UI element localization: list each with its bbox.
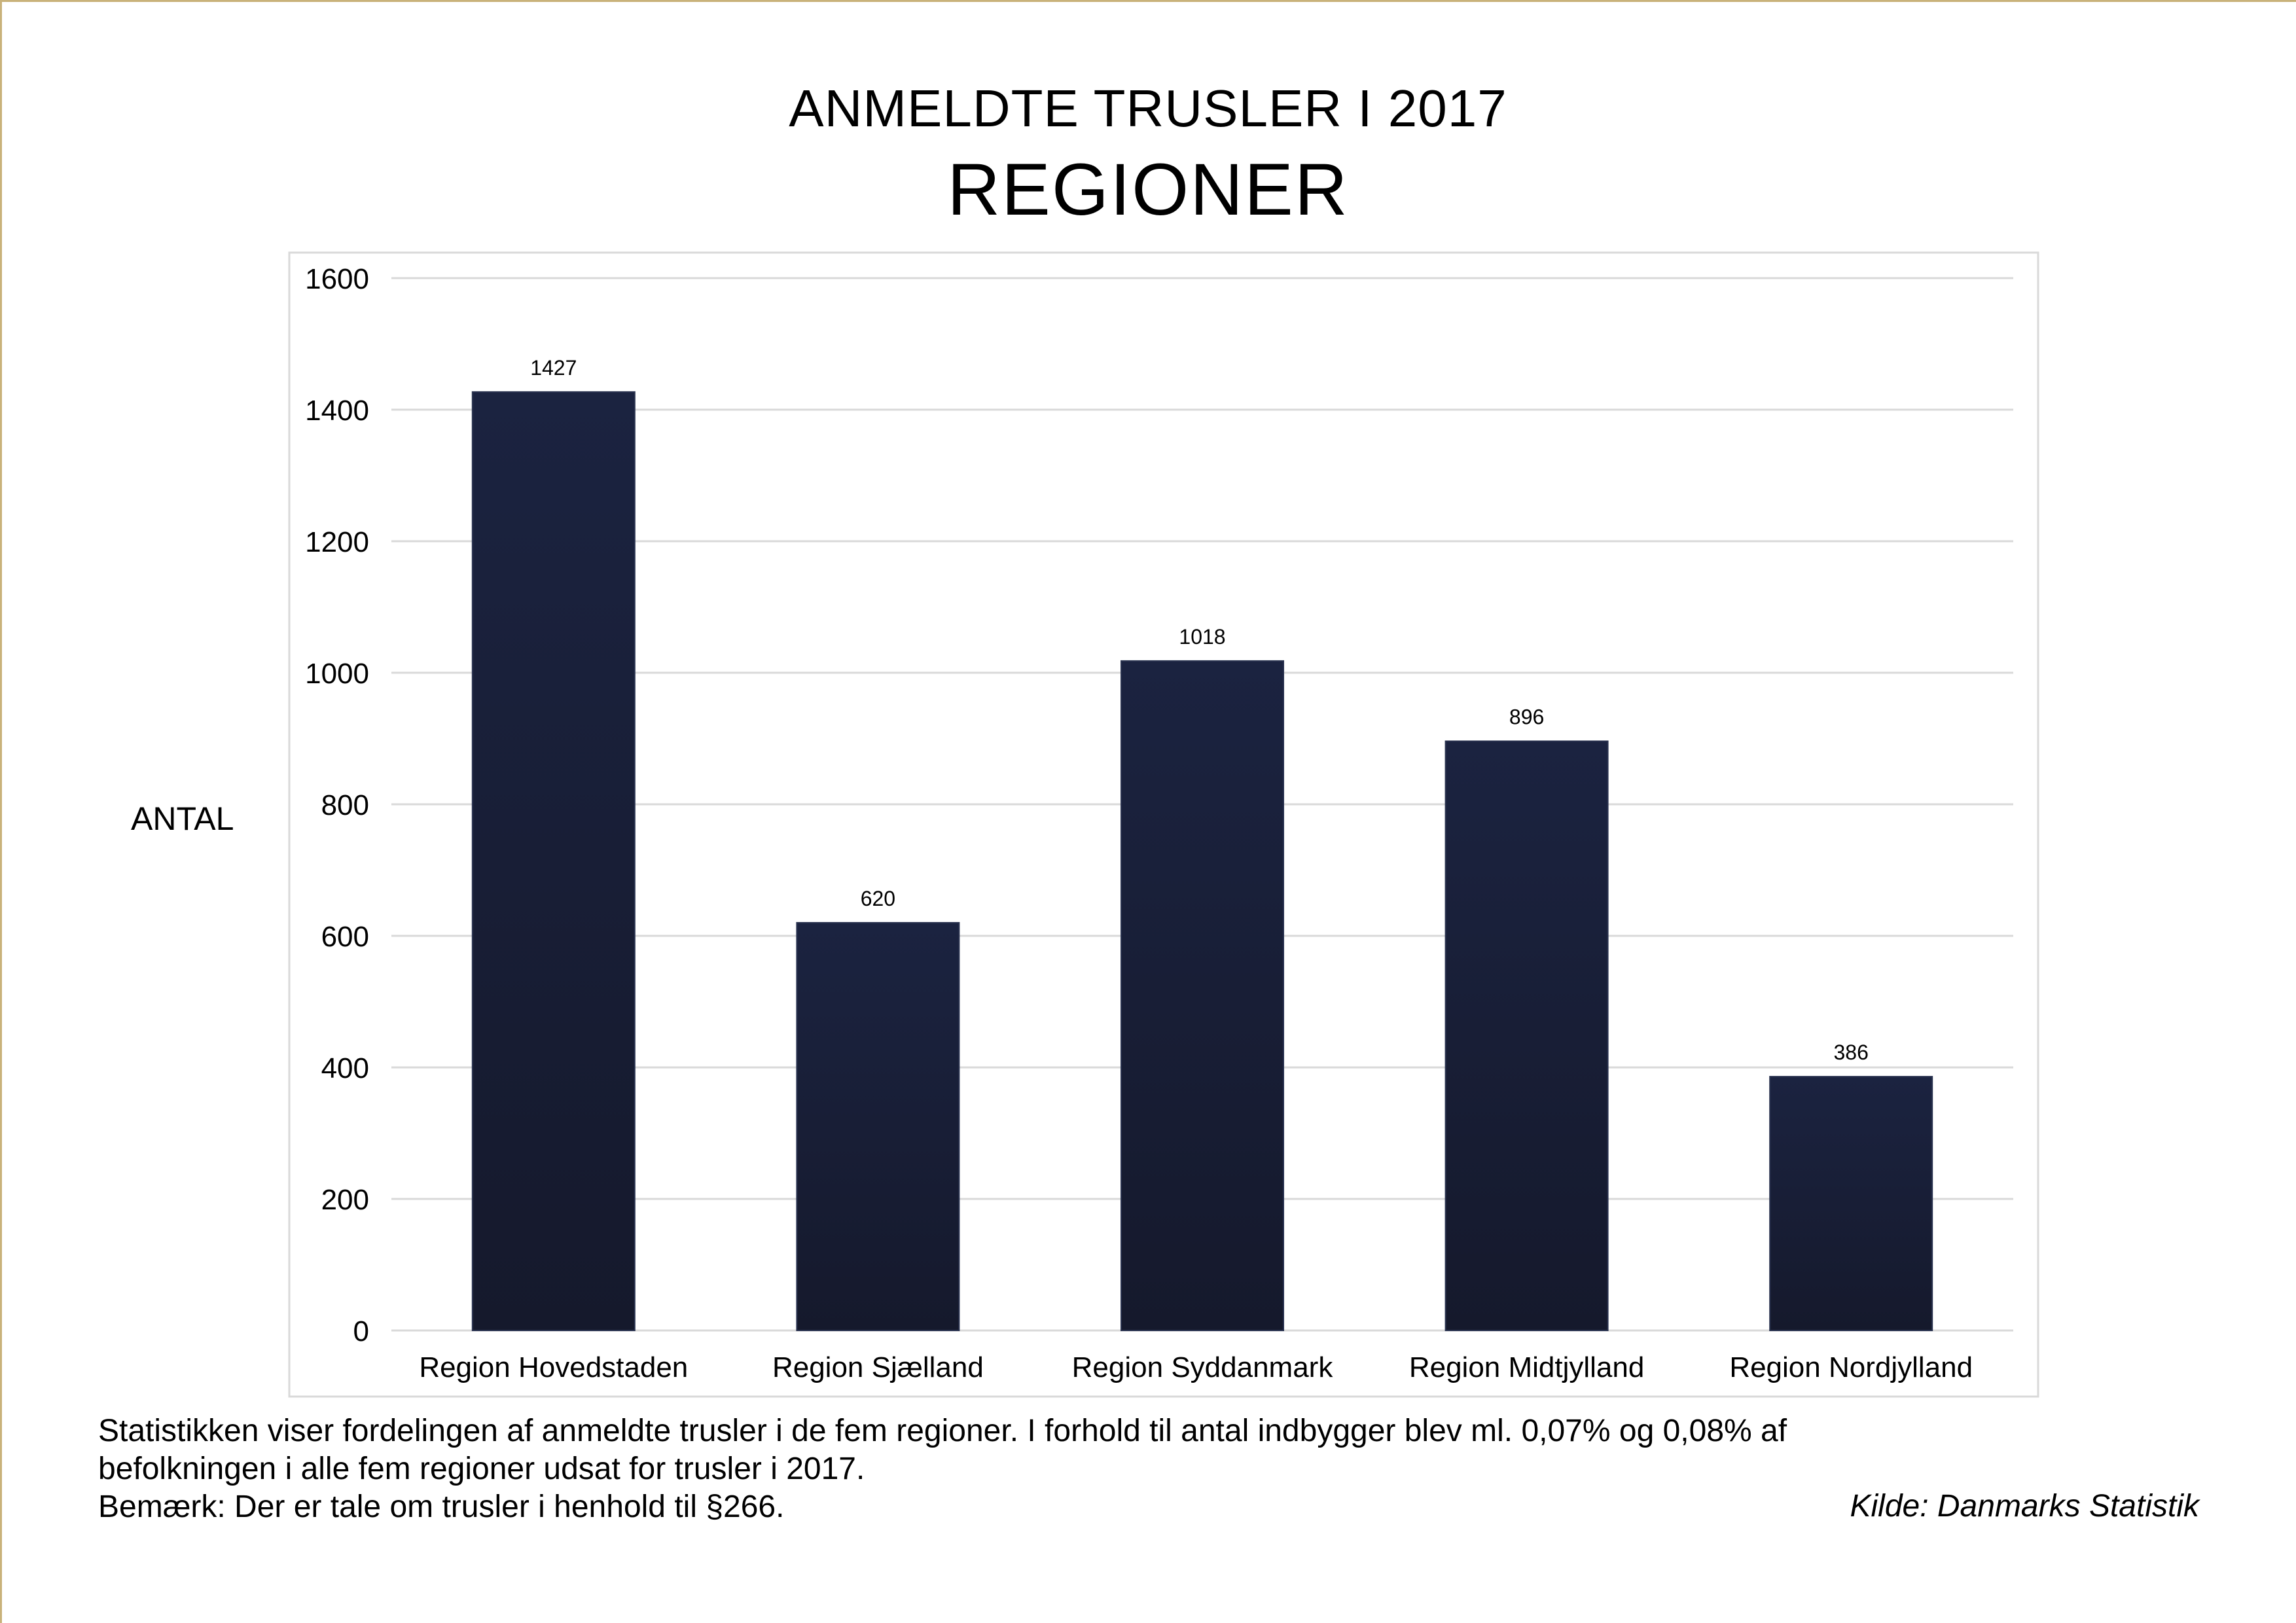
chart-title: ANMELDTE TRUSLER I 2017	[789, 79, 1507, 137]
source-credit: Kilde: Danmarks Statistik	[1850, 1489, 2199, 1524]
data-label: 1427	[530, 356, 577, 380]
y-tick-label: 1600	[305, 263, 369, 295]
y-tick-label: 1200	[305, 526, 369, 558]
note-line-3: Bemærk: Der er tale om trusler i henhold…	[98, 1489, 785, 1524]
x-tick-label: Region Sjælland	[772, 1351, 984, 1383]
plot-area-border	[288, 251, 2039, 1398]
data-label: 386	[1834, 1041, 1869, 1064]
y-tick-label: 400	[321, 1052, 369, 1084]
y-tick-label: 0	[353, 1315, 369, 1347]
x-tick-label: Region Syddanmark	[1072, 1351, 1334, 1383]
x-tick-label: Region Nordjylland	[1729, 1351, 1973, 1383]
note-line-1: Statistikken viser fordelingen af anmeld…	[98, 1414, 1787, 1448]
y-axis-label: ANTAL	[131, 800, 234, 837]
y-tick-label: 600	[321, 921, 369, 953]
data-label: 620	[861, 887, 895, 910]
y-tick-label: 1000	[305, 658, 369, 690]
bar-1	[471, 391, 636, 1331]
y-tick-label: 1400	[305, 395, 369, 427]
data-label: 1018	[1179, 625, 1225, 649]
bar-4	[1444, 740, 1609, 1331]
x-tick-label: Region Midtjylland	[1409, 1351, 1645, 1383]
y-tick-label: 200	[321, 1184, 369, 1216]
data-label: 896	[1509, 705, 1544, 729]
bar-2	[796, 921, 960, 1331]
bar-3	[1121, 660, 1284, 1331]
note-line-2: befolkningen i alle fem regioner udsat f…	[98, 1452, 865, 1486]
bar-5	[1769, 1076, 1933, 1331]
bar-chart: 0 200 400 600 800 1000 1200 1400 1600 Region Hov…	[288, 251, 2039, 1398]
chart-subtitle: REGIONER	[947, 149, 1349, 230]
y-tick-label: 800	[321, 789, 369, 821]
chart-notes: Statistikken viser fordelingen af anmeld…	[98, 1412, 1787, 1526]
x-tick-label: Region Hovedstaden	[419, 1351, 688, 1383]
